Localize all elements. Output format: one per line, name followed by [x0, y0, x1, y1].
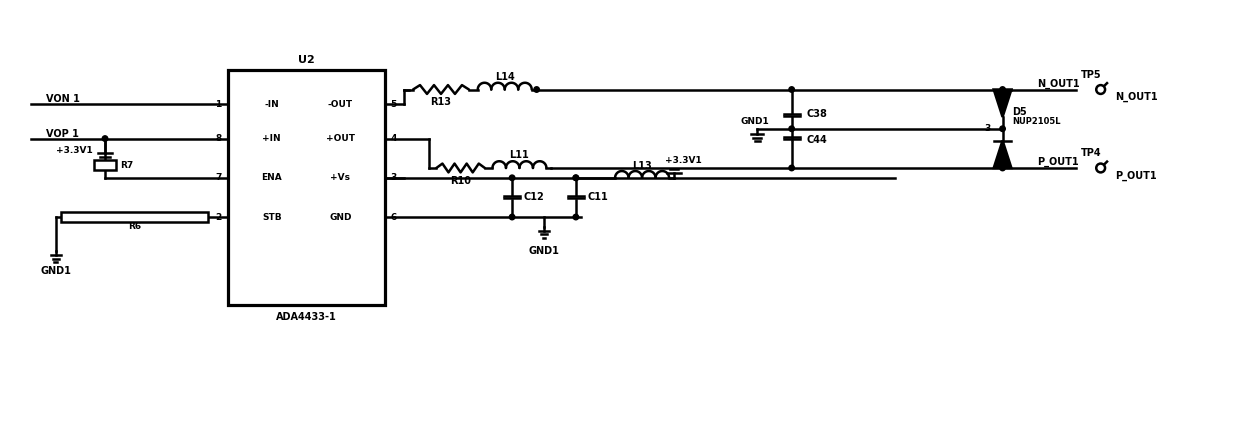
Circle shape: [1096, 85, 1105, 94]
Text: 4: 4: [391, 134, 397, 143]
Circle shape: [534, 87, 539, 92]
Text: R13: R13: [430, 97, 451, 107]
Circle shape: [999, 165, 1006, 171]
Text: 2: 2: [216, 212, 222, 222]
Circle shape: [510, 175, 515, 180]
Text: 8: 8: [216, 134, 222, 143]
Text: C38: C38: [806, 109, 827, 119]
Circle shape: [999, 87, 1006, 92]
Text: 3: 3: [985, 124, 991, 133]
Text: N_OUT1: N_OUT1: [1037, 79, 1080, 89]
Polygon shape: [993, 90, 1012, 117]
Bar: [228, 70, 384, 305]
Circle shape: [510, 214, 515, 220]
Text: L11: L11: [510, 150, 529, 160]
Text: ADA4433-1: ADA4433-1: [275, 312, 336, 322]
Circle shape: [573, 175, 579, 180]
Text: +3.3V1: +3.3V1: [666, 156, 702, 165]
Circle shape: [789, 87, 795, 92]
Text: P_OUT1: P_OUT1: [1037, 157, 1079, 167]
Text: 5: 5: [391, 100, 397, 109]
Text: VOP 1: VOP 1: [46, 128, 79, 139]
Text: +IN: +IN: [263, 134, 281, 143]
Circle shape: [1096, 163, 1105, 172]
Text: 6: 6: [391, 212, 397, 222]
Circle shape: [102, 136, 108, 141]
Text: +3.3V1: +3.3V1: [56, 146, 92, 155]
Text: C44: C44: [806, 135, 827, 145]
Text: L13: L13: [632, 161, 652, 171]
Bar: [61, 212, 208, 222]
Text: L14: L14: [495, 72, 515, 82]
Text: N_OUT1: N_OUT1: [1115, 92, 1158, 103]
Bar: [94, 160, 115, 170]
Text: +Vs: +Vs: [330, 173, 351, 182]
Text: -IN: -IN: [264, 100, 279, 109]
Text: GND1: GND1: [740, 118, 769, 126]
Text: +OUT: +OUT: [326, 134, 355, 143]
Text: C11: C11: [588, 192, 609, 202]
Text: 7: 7: [216, 173, 222, 182]
Circle shape: [573, 214, 579, 220]
Circle shape: [573, 175, 579, 180]
Circle shape: [789, 126, 795, 132]
Text: P_OUT1: P_OUT1: [1115, 171, 1157, 181]
Text: GND1: GND1: [528, 246, 559, 257]
Text: -OUT: -OUT: [327, 100, 353, 109]
Polygon shape: [993, 141, 1012, 168]
Text: VON 1: VON 1: [46, 94, 81, 104]
Circle shape: [789, 165, 795, 171]
Text: 1: 1: [216, 100, 222, 109]
Text: 3: 3: [391, 173, 397, 182]
Text: STB: STB: [262, 212, 281, 222]
Text: D5: D5: [1012, 107, 1027, 117]
Text: U2: U2: [298, 55, 315, 65]
Text: R10: R10: [450, 176, 471, 186]
Text: GND: GND: [329, 212, 352, 222]
Text: R6: R6: [128, 222, 141, 231]
Circle shape: [999, 126, 1006, 132]
Text: ENA: ENA: [262, 173, 283, 182]
Text: GND1: GND1: [41, 266, 72, 276]
Text: NUP2105L: NUP2105L: [1012, 118, 1061, 126]
Text: R7: R7: [120, 160, 133, 170]
Text: C12: C12: [523, 192, 544, 202]
Text: TP4: TP4: [1080, 148, 1101, 158]
Text: TP5: TP5: [1080, 70, 1101, 80]
